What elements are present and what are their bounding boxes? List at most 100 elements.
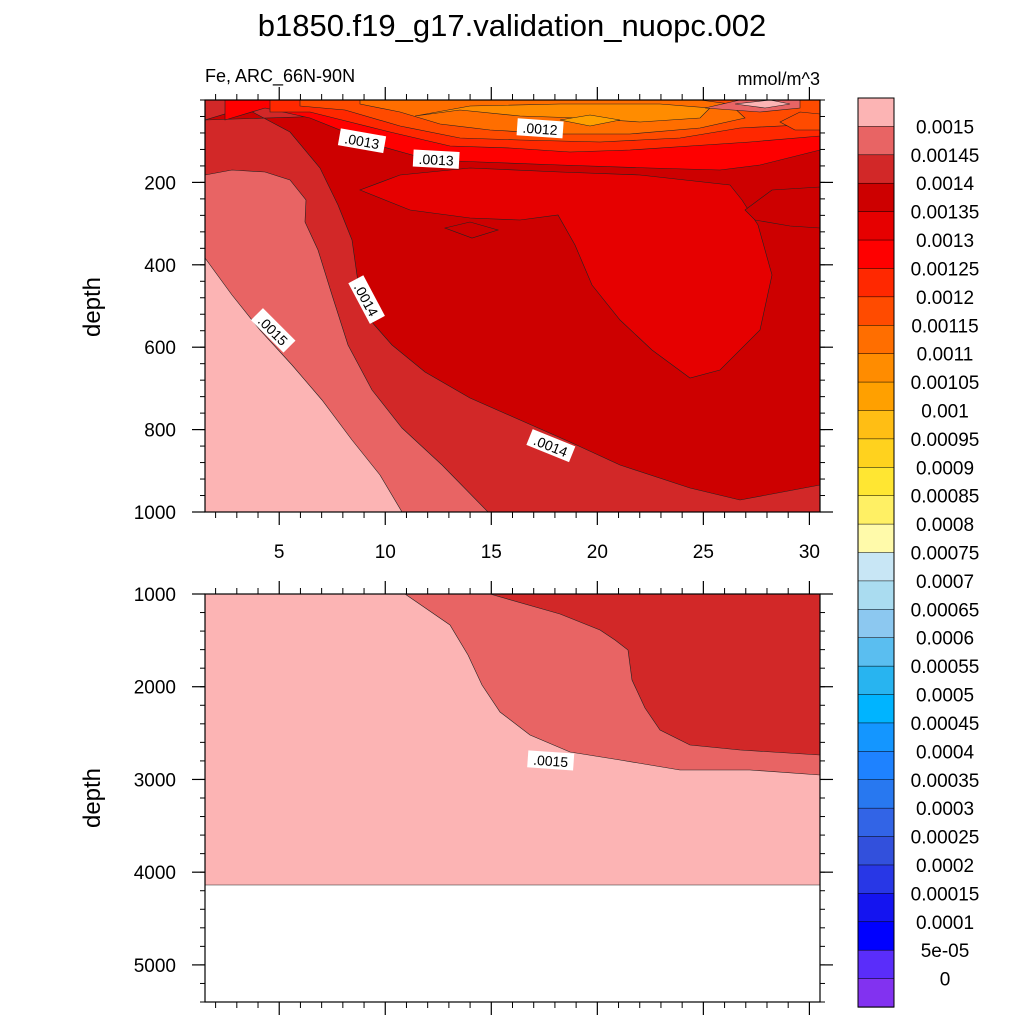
colorbar-label: 0.00095 [911,430,980,451]
colorbar-label: 0.0004 [916,742,975,763]
colorbar-swatch [857,211,895,241]
colorbar-label: 0.00125 [911,259,980,280]
colorbar-label: 0.0011 [917,345,974,366]
upper-y-tick-label: 600 [144,338,176,359]
lower-y-tick-label: 2000 [134,678,176,699]
colorbar-swatch [857,239,895,270]
colorbar-label: 0.0009 [916,458,974,479]
upper-x-tick-label: 5 [274,542,285,563]
colorbar-swatch [857,126,895,156]
colorbar-swatch [857,694,895,724]
contour-label-box [337,128,387,154]
colorbar-label: 0.00025 [911,828,980,849]
colorbar-label: 0.0012 [916,288,974,309]
colorbar-label: 0.00015 [911,884,980,905]
upper-y-tick-label: 800 [144,421,176,442]
contour-label-box [526,429,576,463]
colorbar-swatch [857,410,895,440]
colorbar-swatch [857,836,895,866]
colorbar: 0.0015 0.00145 0.0014 0.00135 0.0013 0.00125 0… [857,97,980,1008]
variable-label: Fe, ARC_66N-90N [205,66,355,87]
colorbar-swatch [857,353,895,383]
contour-fill-0.00135-patch-a [443,221,500,239]
chart-title: b1850.f19_g17.validation_nuopc.002 [258,8,767,43]
colorbar-swatch [857,580,895,610]
contour-fill-0.0011 [414,103,711,123]
colorbar-label: 0.0014 [916,174,975,195]
upper-x-tick-label: 15 [481,542,502,563]
colorbar-swatch [857,438,895,468]
colorbar-swatch [857,296,895,326]
colorbar-label: 0.00055 [911,657,980,678]
upper-panel: 200 400 600 800 1000 5 10 15 20 25 30 .0013 .0013 .0… [134,87,833,563]
lower-y-tick-label: 4000 [134,863,176,884]
colorbar-swatch [857,637,895,667]
contour-label-box [516,118,564,139]
colorbar-label: 0.00075 [911,544,980,565]
upper-x-tick-label: 30 [799,542,820,563]
colorbar-swatch [857,154,895,184]
colorbar-label: 0.00035 [911,771,980,792]
colorbar-label: 0.0002 [916,856,974,877]
colorbar-label: 0.0007 [916,572,974,593]
lower-contour-label: .0015 [527,750,575,771]
upper-y-tick-label: 400 [144,256,176,277]
contour-label-box [412,149,460,169]
contour-fill-0.00105 [559,114,621,127]
colorbar-swatch [857,921,895,951]
lower-axes: 1000 2000 3000 4000 5000 [134,581,833,1015]
colorbar-swatch [857,495,895,525]
upper-y-axis-label: depth [79,277,106,337]
colorbar-label: 0.00045 [911,714,980,735]
colorbar-label: 0.0008 [916,515,974,536]
colorbar-swatch [857,751,895,781]
upper-y-tick-label: 1000 [134,503,176,524]
colorbar-label: 0.00085 [911,487,980,508]
colorbar-label: 0.0005 [916,686,974,707]
contour-fill-surface-patch-b [734,100,791,109]
contour-label-text: .0012 [522,120,558,138]
colorbar-swatch [857,97,895,128]
lower-y-tick-label: 1000 [134,585,176,606]
colorbar-label: 0 [940,970,951,991]
contour-label-text: .0013 [418,151,454,169]
colorbar-label: 5e-05 [921,941,970,962]
colorbar-swatch [857,523,895,554]
upper-contour-label: .0013 [337,128,387,154]
colorbar-label: 0.00135 [911,203,980,224]
colorbar-swatch [857,864,895,895]
contour-fill-0.00135 [359,167,773,379]
lower-contour-labels: .0015 [527,750,575,771]
lower-y-tick-label: 3000 [134,770,176,791]
contour-label-box [527,750,575,771]
lower-panel: 1000 2000 3000 4000 5000 .0015 [134,581,833,1015]
upper-y-tick-label: 200 [144,173,176,194]
upper-x-tick-label: 10 [375,542,396,563]
colorbar-swatch [857,268,895,298]
upper-x-tick-label: 20 [587,542,608,563]
colorbar-label: 0.00115 [911,316,978,337]
contour-label-text: .0015 [533,752,569,770]
colorbar-swatch [857,779,895,809]
colorbar-swatch [857,949,895,980]
colorbar-label: 0.0003 [916,799,974,820]
colorbar-swatch [857,807,895,838]
colorbar-label: 0.00105 [911,373,980,394]
contour-label-box [250,308,296,353]
contour-fill-0.0014-deep [489,594,820,756]
lower-y-tick-label: 5000 [134,956,176,977]
colorbar-swatch [857,665,895,696]
colorbar-swatch [857,552,895,582]
colorbar-swatch [857,722,895,752]
colorbar-swatch [857,381,895,412]
contour-fill-surface-patch-c [779,111,820,131]
contour-fill-0.0015-inner [205,257,403,512]
contour-label-text: .0013 [343,130,380,152]
colorbar-label: 0.00065 [911,600,980,621]
upper-axes: 200 400 600 800 1000 5 10 15 20 25 30 [134,87,833,563]
colorbar-label: 0.00145 [911,146,980,167]
colorbar-swatch [857,978,895,1008]
upper-x-tick-label: 25 [693,542,714,563]
colorbar-label: 0.001 [921,401,969,422]
